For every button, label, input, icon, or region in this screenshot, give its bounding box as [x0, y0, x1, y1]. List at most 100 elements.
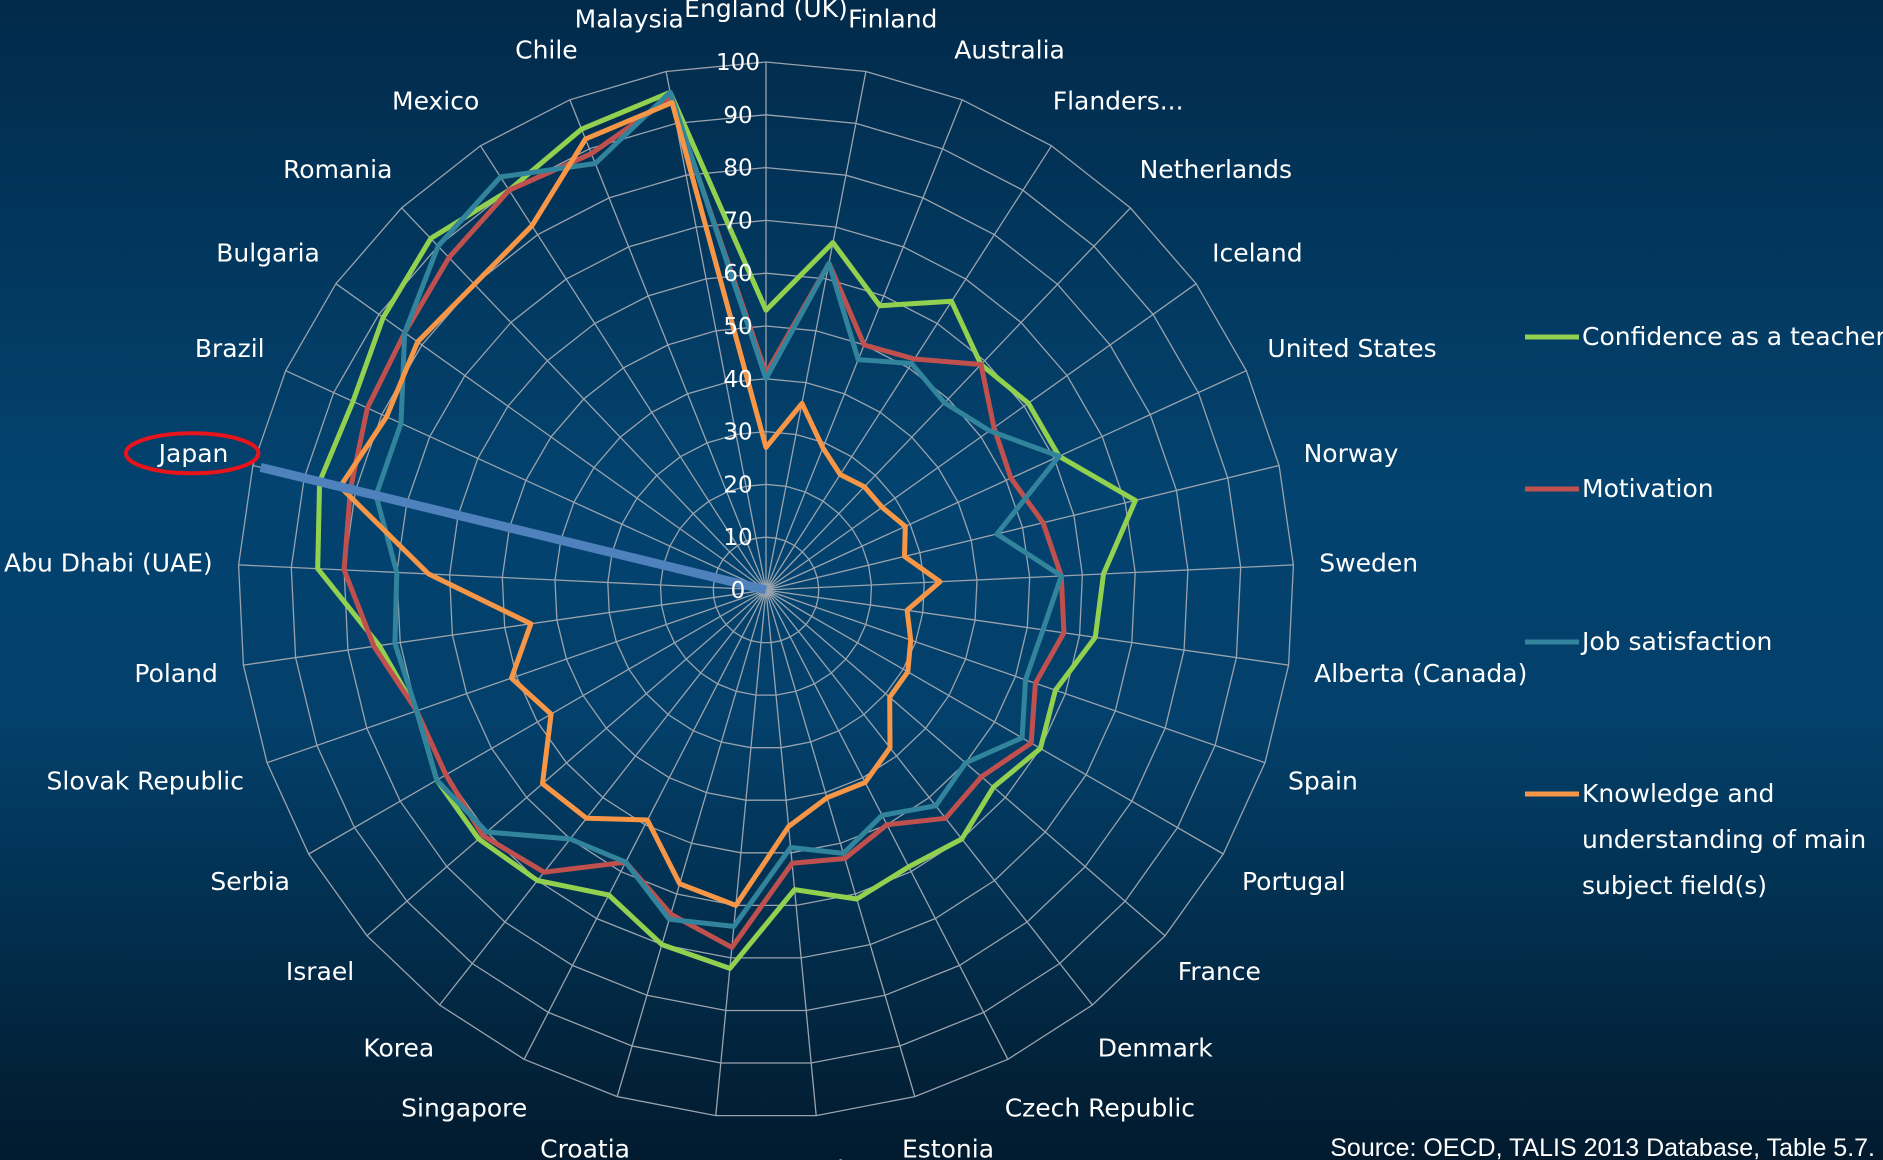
category-label-australia: Australia — [954, 36, 1065, 65]
spoke-singapore — [523, 589, 767, 1060]
category-label-bulgaria: Bulgaria — [216, 238, 320, 267]
legend-label-3: Knowledge and — [1582, 779, 1774, 808]
series-confidence-as-a-teacher — [315, 89, 1138, 971]
category-label-iceland: Iceland — [1212, 238, 1302, 267]
tick-label-90: 90 — [723, 103, 752, 129]
category-label-israel: Israel — [286, 957, 354, 986]
tick-label-10: 10 — [723, 525, 752, 551]
spoke-croatia — [616, 589, 767, 1097]
grid-ring-10 — [712, 536, 820, 644]
spoke-alberta-canada — [765, 589, 1289, 666]
category-label-brazil: Brazil — [195, 334, 265, 363]
spoke-malaysia — [665, 71, 767, 591]
grid-ring-90 — [290, 114, 1242, 1064]
legend-label-3: understanding of main — [1582, 825, 1866, 854]
tick-label-40: 40 — [723, 367, 752, 393]
spoke-chile — [569, 99, 767, 591]
grid-ring-60 — [448, 272, 1084, 907]
spoke-bulgaria — [335, 283, 767, 591]
spoke-romania — [401, 207, 767, 591]
spoke-abu-dhabi-uae — [238, 564, 767, 591]
tick-label-0: 0 — [731, 578, 746, 604]
category-label-japan: Japan — [157, 439, 229, 468]
category-labels: England (UK) Finland Australia Flanders... N… — [4, 0, 1527, 1160]
spoke-norway — [765, 464, 1280, 591]
legend-label-1: Motivation — [1582, 474, 1714, 503]
spoke-latvia — [765, 589, 817, 1116]
category-label-chile: Chile — [515, 36, 578, 65]
category-label-korea: Korea — [363, 1034, 434, 1063]
category-label-abu-dhabi-uae: Abu Dhabi (UAE) — [4, 548, 213, 577]
legend-label-2: Job satisfaction — [1580, 627, 1772, 656]
grid-ring-50 — [501, 325, 1031, 854]
tick-label-60: 60 — [723, 261, 752, 287]
category-label-estonia: Estonia — [902, 1134, 994, 1160]
spoke-flanders — [765, 145, 1053, 591]
source-note: Source: OECD, TALIS 2013 Database, Table… — [1330, 1134, 1875, 1160]
legend: Confidence as a teacher Motivation Job sat… — [1525, 322, 1883, 900]
japan-pointer-line — [259, 463, 768, 595]
spoke-brazil — [285, 370, 767, 591]
grid-ring-20 — [659, 483, 873, 696]
category-label-denmark: Denmark — [1098, 1034, 1213, 1063]
category-label-czech-republic: Czech Republic — [1005, 1093, 1195, 1122]
category-label-singapore: Singapore — [401, 1093, 527, 1122]
spoke-iceland — [765, 283, 1197, 591]
series-knowledge-and-understanding-of-main-subject-field-s — [337, 100, 943, 908]
tick-label-100: 100 — [716, 50, 760, 76]
spoke-spain — [765, 589, 1266, 764]
spoke-average — [715, 589, 767, 1116]
tick-label-20: 20 — [723, 472, 752, 498]
grid-ring-70 — [396, 219, 1136, 959]
japan-highlight — [259, 463, 768, 595]
category-label-romania: Romania — [283, 155, 392, 184]
spoke-denmark — [765, 589, 1093, 1006]
grid-ring-100 — [237, 61, 1295, 1117]
legend-label-3: subject field(s) — [1582, 871, 1767, 900]
spoke-united-states — [765, 370, 1247, 591]
category-label-sweden: Sweden — [1319, 548, 1418, 577]
tick-label-30: 30 — [723, 420, 752, 446]
category-label-alberta-canada: Alberta (Canada) — [1314, 659, 1527, 688]
grid-ring-40 — [554, 378, 978, 801]
tick-label-80: 80 — [723, 156, 752, 182]
spoke-portugal — [765, 589, 1224, 855]
category-label-serbia: Serbia — [210, 867, 290, 896]
spoke-korea — [439, 589, 767, 1006]
radial-tick-labels: 0 10 20 30 40 50 60 70 80 90 100 — [716, 50, 760, 604]
tick-label-50: 50 — [723, 314, 752, 340]
legend-label-0: Confidence as a teacher — [1582, 322, 1883, 351]
category-label-england-uk: England (UK) — [684, 0, 848, 23]
spoke-netherlands — [765, 207, 1131, 591]
japan-highlight-circle — [123, 431, 261, 476]
spoke-serbia — [308, 589, 767, 855]
grid-ring-30 — [607, 430, 925, 749]
category-label-slovak-republic: Slovak Republic — [47, 766, 245, 795]
category-label-croatia: Croatia — [540, 1134, 630, 1160]
tick-label-70: 70 — [723, 208, 752, 234]
category-label-latvia: Latvia — [783, 1155, 859, 1160]
category-label-finland: Finland — [848, 5, 937, 34]
category-label-portugal: Portugal — [1242, 867, 1346, 896]
category-label-france: France — [1178, 957, 1261, 986]
spoke-israel — [366, 589, 767, 937]
category-label-norway: Norway — [1304, 439, 1399, 468]
spoke-estonia — [765, 589, 916, 1097]
category-label-poland: Poland — [134, 659, 217, 688]
category-label-flanders: Flanders... — [1053, 86, 1184, 115]
series-motivation — [341, 95, 1067, 950]
spoke-mexico — [479, 145, 767, 591]
category-label-average: Average — [659, 1155, 762, 1160]
spoke-sweden — [765, 564, 1294, 591]
category-label-netherlands: Netherlands — [1140, 155, 1292, 184]
category-label-united-states: United States — [1267, 334, 1436, 363]
radar-grid — [237, 61, 1295, 1117]
spoke-poland — [243, 589, 767, 666]
spoke-finland — [765, 71, 867, 591]
radar-series — [315, 89, 1138, 971]
spoke-slovak-republic — [266, 589, 767, 764]
category-label-spain: Spain — [1288, 766, 1358, 795]
category-label-malaysia: Malaysia — [575, 5, 684, 34]
category-label-mexico: Mexico — [392, 86, 479, 115]
